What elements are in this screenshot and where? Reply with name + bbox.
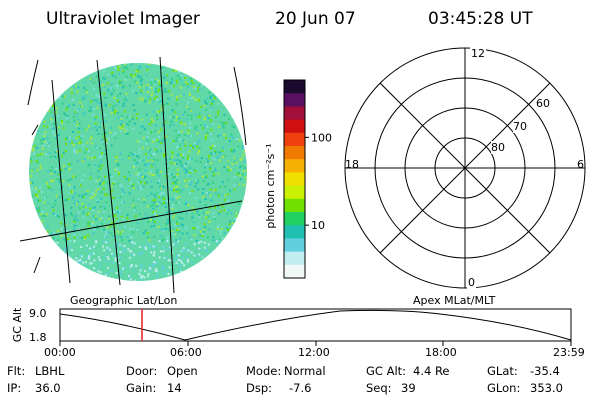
observation-date: 20 Jun 07 <box>275 9 356 29</box>
observation-time: 03:45:28 UT <box>428 9 533 29</box>
uv-disk <box>29 63 247 281</box>
glon-value: 353.0 <box>530 381 563 395</box>
gcalt-value: 4.4 Re <box>413 364 450 378</box>
colorbar-segment <box>284 146 305 160</box>
ip-label: IP: <box>7 381 22 395</box>
lat-label-60: 60 <box>536 97 550 110</box>
colorbar-segment <box>284 172 305 187</box>
colorbar-segment <box>284 238 305 253</box>
colorbar-segment <box>284 119 305 134</box>
dsp-label: Dsp: <box>246 381 273 395</box>
ip-value: 36.0 <box>35 381 61 395</box>
gain-label: Gain: <box>126 381 157 395</box>
colorbar-segment <box>284 106 305 121</box>
flt-label: Flt: <box>7 364 26 378</box>
polar-caption: Apex MLat/MLT <box>413 294 496 307</box>
altitude-curve <box>59 309 572 341</box>
uv-image-panel <box>19 56 247 294</box>
mlt-label-0: 0 <box>467 276 476 289</box>
strip-xtick-3: 18:00 <box>425 346 457 359</box>
mlt-label-12: 12 <box>470 47 486 60</box>
dsp-value: -7.6 <box>289 381 312 395</box>
colorbar-segment <box>284 185 305 200</box>
colorbar: 100 10 photon cm⁻²s⁻¹ <box>264 79 332 279</box>
flt-value: LBHL <box>35 364 65 378</box>
glat-label: GLat: <box>487 364 518 378</box>
colorbar-segment <box>284 198 305 213</box>
colorbar-tick-label: 100 <box>311 131 332 144</box>
mlt-label-18: 18 <box>345 158 359 171</box>
geo-grid-lines <box>19 56 247 294</box>
door-label: Door: <box>126 364 158 378</box>
gcalt-label: GC Alt: <box>366 364 407 378</box>
seq-label: Seq: <box>366 381 392 395</box>
altitude-strip: GC Alt <box>11 307 572 346</box>
colorbar-segment <box>284 225 305 239</box>
strip-ytick-top: 9.0 <box>29 307 47 320</box>
lat-label-80: 80 <box>491 141 505 154</box>
geo-caption: Geographic Lat/Lon <box>70 294 178 307</box>
uv-edge-patch <box>520 257 550 285</box>
gain-value: 14 <box>167 381 182 395</box>
instrument-title: Ultraviolet Imager <box>46 9 200 29</box>
strip-xtick-1: 06:00 <box>170 346 202 359</box>
colorbar-segment <box>284 264 305 279</box>
lat-label-70: 70 <box>513 120 527 133</box>
colorbar-tick-label: 10 <box>311 219 325 232</box>
colorbar-unit-label: photon cm⁻²s⁻¹ <box>264 143 277 228</box>
colorbar-segment <box>284 159 305 173</box>
mode-label: Mode: <box>246 364 282 378</box>
seq-value: 39 <box>401 381 416 395</box>
strip-xtick-0: 00:00 <box>44 346 76 359</box>
colorbar-segment <box>284 80 305 94</box>
glat-value: -35.4 <box>530 364 560 378</box>
colorbar-segment <box>284 93 305 107</box>
strip-ylabel: GC Alt <box>11 307 24 342</box>
polar-plot <box>344 47 586 289</box>
glon-label: GLon: <box>487 381 521 395</box>
strip-xtick-2: 12:00 <box>298 346 330 359</box>
door-value: Open <box>167 364 198 378</box>
strip-ytick-bottom: 1.8 <box>29 331 47 344</box>
colorbar-segment <box>284 212 305 226</box>
colorbar-segment <box>284 132 305 147</box>
colorbar-segment <box>284 251 305 266</box>
mlt-label-6: 6 <box>577 158 584 171</box>
mode-value: Normal <box>284 364 326 378</box>
strip-xtick-4: 23:59 <box>553 346 585 359</box>
